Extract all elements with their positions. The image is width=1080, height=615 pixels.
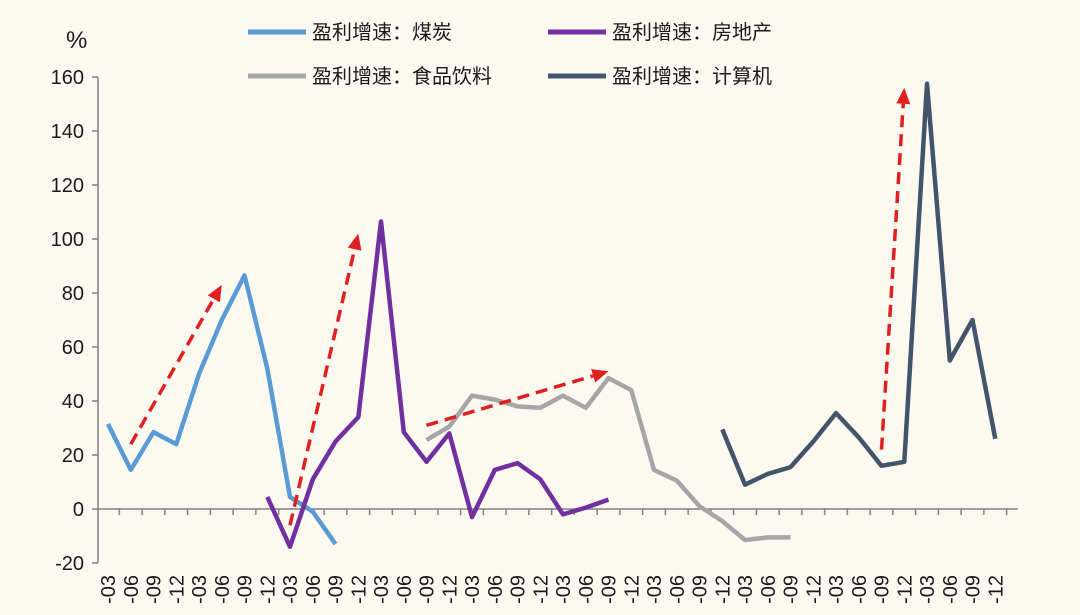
x-tick-label: -09 <box>235 575 257 604</box>
x-tick-label: -06 <box>849 575 871 604</box>
y-axis: -20 0 20 40 60 80 100 120 140 160 <box>51 67 99 575</box>
legend-label: 盈利增速：房地产 <box>612 20 772 44</box>
annotation-arrows <box>129 87 911 526</box>
trend-arrow <box>879 87 911 450</box>
x-tick-label: -03 <box>189 575 211 604</box>
y-tick-label: 20 <box>62 445 84 467</box>
x-tick-label: -09 <box>144 575 166 604</box>
series-line-0 <box>105 273 338 546</box>
y-tick-label: 160 <box>51 67 84 89</box>
x-tick-label: -12 <box>712 575 734 604</box>
x-tick-label: -03 <box>644 575 666 604</box>
x-tick-label: -03 <box>553 575 575 604</box>
x-tick-label: -03 <box>917 575 939 604</box>
y-tick-label: -20 <box>55 553 84 575</box>
x-tick-label: -12 <box>166 575 188 604</box>
x-tick-label: -03 <box>280 575 302 604</box>
trend-arrow-shaft <box>129 297 216 446</box>
x-tick-label: -06 <box>940 575 962 604</box>
trend-arrow-shaft <box>288 248 357 526</box>
y-tick-label: 0 <box>73 499 84 521</box>
x-tick-label: -03 <box>371 575 393 604</box>
trend-arrow-head <box>347 233 362 251</box>
x-tick-label: -12 <box>803 575 825 604</box>
x-tick-label: -12 <box>257 575 279 604</box>
x-tick-label: -09 <box>963 575 985 604</box>
trend-arrow <box>288 233 362 526</box>
x-tick-label: -06 <box>121 575 143 604</box>
x-tick-label: -06 <box>485 575 507 604</box>
x-tick-label: -06 <box>212 575 234 604</box>
legend-label: 盈利增速：食品饮料 <box>312 64 492 88</box>
trend-arrow-head <box>591 369 609 383</box>
legend-label: 盈利增速：煤炭 <box>312 20 452 44</box>
x-tick-label: -03 <box>735 575 757 604</box>
series-layer <box>105 81 998 550</box>
x-tick-label: -09 <box>326 575 348 604</box>
series-line-2 <box>425 375 791 543</box>
x-tick-label: -03 <box>462 575 484 604</box>
trend-arrow-shaft <box>879 103 905 450</box>
legend-item: 盈利增速：煤炭 <box>248 20 452 44</box>
x-tick-label: -12 <box>985 575 1007 604</box>
x-tick-label: -09 <box>417 575 439 604</box>
legend-item: 盈利增速：房地产 <box>548 20 772 44</box>
x-tick-label: -06 <box>758 575 780 604</box>
x-axis: -03 -06 -09 -12 -03 -06 -09 -12 -03 -06 -09 -12 -03-… <box>98 508 1018 604</box>
y-tick-label: 40 <box>62 391 84 413</box>
x-tick-label: -09 <box>690 575 712 604</box>
x-tick-label: -06 <box>303 575 325 604</box>
y-tick-label: 120 <box>51 175 84 197</box>
x-tick-label: -09 <box>599 575 621 604</box>
x-tick-label: -09 <box>872 575 894 604</box>
legend-item: 盈利增速：食品饮料 <box>248 64 492 88</box>
series-line-3 <box>720 81 998 487</box>
trend-arrow-shaft <box>426 374 594 427</box>
legend-label: 盈利增速：计算机 <box>612 64 772 88</box>
x-tick-label: -06 <box>667 575 689 604</box>
x-tick-label: -06 <box>394 575 416 604</box>
x-tick-label: -12 <box>621 575 643 604</box>
trend-arrow-head <box>896 87 911 105</box>
y-tick-label: 60 <box>62 337 84 359</box>
trend-arrow <box>426 369 609 427</box>
x-tick-label: -12 <box>530 575 552 604</box>
legend-item: 盈利增速：计算机 <box>548 64 772 88</box>
y-tick-label: 140 <box>51 121 84 143</box>
x-tick-label: -09 <box>781 575 803 604</box>
x-tick-label: -12 <box>439 575 461 604</box>
trend-arrow-head <box>207 284 222 303</box>
x-tick-label: -03 <box>826 575 848 604</box>
x-tick-label: -12 <box>348 575 370 604</box>
trend-arrow <box>129 284 222 446</box>
y-tick-label: 80 <box>62 283 84 305</box>
x-tick-label: -12 <box>894 575 916 604</box>
x-tick-label: -09 <box>508 575 530 604</box>
series-line-1 <box>265 219 610 550</box>
y-unit-label: % <box>66 27 87 54</box>
y-tick-label: 100 <box>51 229 84 251</box>
x-tick-label: -03 <box>98 575 120 604</box>
x-tick-label: -06 <box>576 575 598 604</box>
